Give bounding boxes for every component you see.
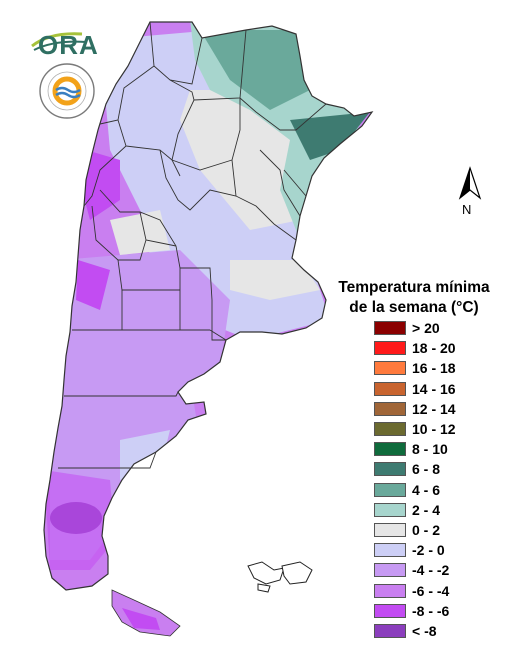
- legend-item: -4 - -2: [374, 562, 504, 578]
- legend-item: 4 - 6: [374, 482, 504, 498]
- ora-logo-text: ORA: [38, 30, 99, 60]
- legend-label: 10 - 12: [412, 421, 456, 437]
- legend-item: 12 - 14: [374, 401, 504, 417]
- legend-item: -8 - -6: [374, 603, 504, 619]
- tierra-del-fuego-cold: [122, 608, 160, 630]
- legend-item: 6 - 8: [374, 461, 504, 477]
- malvinas-islands: [247, 561, 313, 593]
- north-arrow: N: [458, 166, 482, 218]
- legend-label: 6 - 8: [412, 461, 441, 478]
- zone-misiones-warmest: [290, 112, 370, 160]
- zone-andes-coldest: [82, 150, 120, 220]
- weather-service-seal-icon: [38, 62, 96, 120]
- legend-item: < -8: [374, 623, 504, 639]
- north-label: N: [462, 202, 472, 217]
- legend-item: 10 - 12: [374, 421, 504, 437]
- legend-swatch: [374, 321, 406, 335]
- legend-swatch: [374, 583, 406, 598]
- legend-label: -8 - -6: [412, 602, 450, 619]
- legend-swatch: [374, 422, 406, 436]
- legend-item: 14 - 16: [374, 381, 504, 397]
- legend-item: > 20: [374, 320, 504, 336]
- zone-west-coldest: [76, 260, 110, 310]
- legend-item: 8 - 10: [374, 441, 504, 457]
- legend-swatch: [374, 543, 406, 558]
- legend-label: 2 - 4: [412, 501, 441, 518]
- legend-label: 18 - 20: [412, 340, 456, 357]
- legend-swatch: [374, 381, 406, 396]
- legend-label: > 20: [412, 320, 440, 336]
- legend-label: 8 - 10: [412, 441, 448, 458]
- legend-swatch: [374, 442, 406, 457]
- legend-title-line2: de la semana (°C): [349, 299, 479, 316]
- legend-swatch: [374, 361, 406, 376]
- zone-cuyo-neutral: [110, 210, 170, 255]
- legend-swatch: [374, 401, 406, 416]
- legend-swatch: [374, 502, 406, 517]
- legend-item: -6 - -4: [374, 583, 504, 599]
- legend-swatch: [374, 624, 406, 638]
- legend-item: 2 - 4: [374, 502, 504, 518]
- zone-patagonia-coldest: [44, 470, 115, 570]
- legend-item: -2 - 0: [374, 542, 504, 558]
- legend-label: -2 - 0: [412, 542, 445, 559]
- ora-logo: ORA: [30, 24, 100, 60]
- north-arrow-icon: [458, 166, 482, 200]
- legend-title-line1: Temperatura mínima: [338, 279, 490, 296]
- legend: Temperatura mínima de la semana (°C) > 2…: [326, 278, 502, 639]
- zone-northeast-warm: [200, 30, 310, 110]
- zone-buenos-aires-neutral: [230, 260, 320, 300]
- country-outline: [43, 21, 374, 591]
- legend-label: -4 - -2: [412, 562, 450, 579]
- legend-swatch: [374, 341, 406, 356]
- legend-label: 0 - 2: [412, 522, 441, 538]
- legend-swatch: [374, 462, 406, 477]
- legend-swatch: [374, 523, 406, 537]
- ora-swoosh-icon: [31, 32, 87, 51]
- legend-label: < -8: [412, 623, 437, 639]
- legend-item: 0 - 2: [374, 522, 504, 538]
- legend-label: 16 - 18: [412, 360, 456, 377]
- legend-label: 14 - 16: [412, 380, 456, 397]
- legend-swatch: [374, 603, 406, 618]
- legend-label: 4 - 6: [412, 481, 441, 498]
- legend-item: 16 - 18: [374, 360, 504, 376]
- legend-item: 18 - 20: [374, 340, 504, 356]
- legend-label: -6 - -4: [412, 582, 450, 599]
- tierra-del-fuego: [111, 589, 181, 637]
- legend-label: 12 - 14: [412, 400, 456, 417]
- legend-swatch: [374, 563, 406, 578]
- legend-swatch: [374, 482, 406, 497]
- province-borders: [58, 21, 327, 469]
